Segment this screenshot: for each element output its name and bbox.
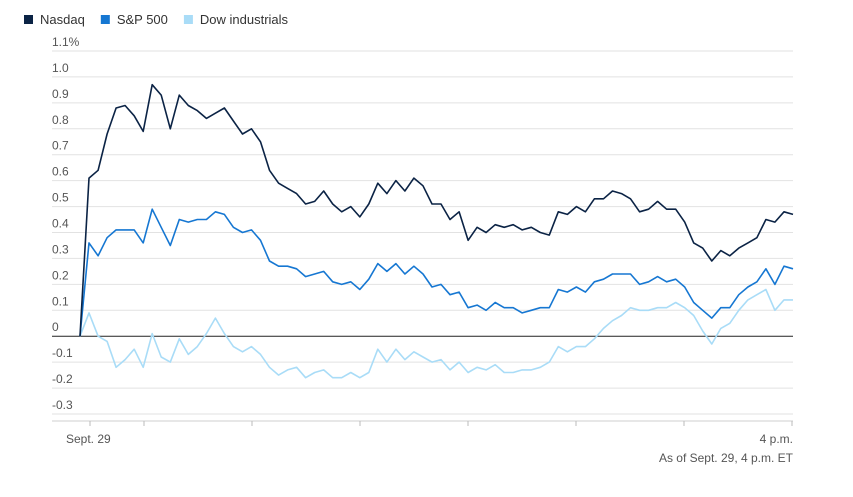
y-tick-label: 0.7 [52,139,69,153]
y-tick-label: 1.0 [52,61,69,75]
y-tick-label: -0.3 [52,398,73,412]
y-tick-label: -0.2 [52,372,73,386]
legend-swatch [100,15,110,24]
y-tick-label: 0.9 [52,87,69,101]
legend: Nasdaq S&P 500 Dow industrials [24,12,289,27]
x-axis: Sept. 29 4 p.m. [52,420,793,446]
y-tick-label: 0 [52,320,59,334]
series-lines [79,83,794,379]
y-tick-label: 1.1% [52,35,80,49]
series-line [79,208,794,337]
y-tick-label: 0.6 [52,165,69,179]
legend-label: S&P 500 [117,12,168,27]
legend-swatch [183,15,193,24]
y-tick-label: 0.3 [52,242,69,256]
y-tick-label: 0.8 [52,113,69,127]
y-tick-label: 0.4 [52,217,69,231]
series-line [79,83,794,337]
footnote: As of Sept. 29, 4 p.m. ET [659,451,794,465]
legend-label: Nasdaq [40,12,85,27]
y-tick-label: 0.5 [52,191,69,205]
y-axis-labels: 1.1% 1.0 0.9 0.8 0.7 0.6 0.5 0.4 0.3 0.2 0.1 0 -0.1 -… [52,35,80,412]
legend-label: Dow industrials [200,12,289,27]
x-tick-label: Sept. 29 [66,432,111,446]
y-tick-label: 0.2 [52,268,69,282]
y-tick-label: 0.1 [52,294,69,308]
gridlines [52,50,793,415]
legend-swatch [24,15,33,24]
y-tick-label: -0.1 [52,346,73,360]
x-tick-label: 4 p.m. [760,432,793,446]
series-line [79,288,793,379]
